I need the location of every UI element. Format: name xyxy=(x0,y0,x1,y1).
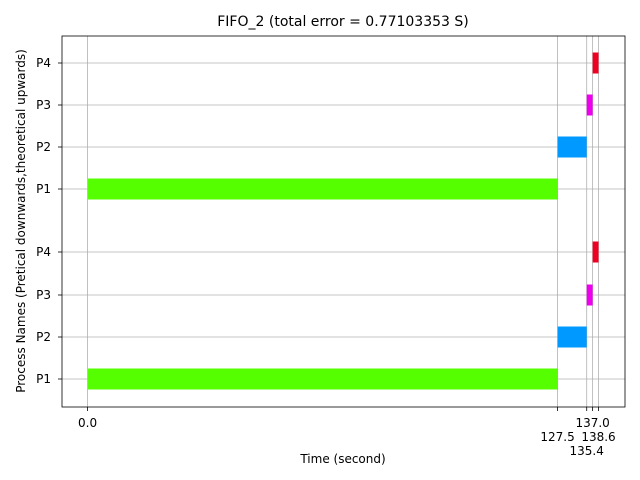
y-tick-label: P1 xyxy=(36,182,51,196)
x-tick-label: 137.0 xyxy=(575,416,609,430)
y-tick-label: P3 xyxy=(36,98,51,112)
bar-theoretical-p4 xyxy=(592,52,599,74)
x-axis-label: Time (second) xyxy=(299,452,385,466)
chart-title: FIFO_2 (total error = 0.77103353 S) xyxy=(217,14,468,30)
grid-layer xyxy=(62,36,625,407)
bar-theoretical-p3 xyxy=(586,94,593,116)
bar-practical-p3 xyxy=(586,284,593,306)
y-tick-label: P4 xyxy=(36,245,51,259)
bar-practical-p4 xyxy=(592,241,599,263)
y-tick-label: P1 xyxy=(36,372,51,386)
x-tick-label: 0.0 xyxy=(78,416,97,430)
bar-theoretical-p1 xyxy=(87,178,558,200)
y-axis-label: Process Names (Pretical downwards,theore… xyxy=(14,49,28,393)
bar-theoretical-p2 xyxy=(557,136,587,158)
bar-practical-p1 xyxy=(87,368,558,390)
x-tick-label: 138.6 xyxy=(581,430,615,444)
y-tick-label: P2 xyxy=(36,330,51,344)
y-tick-label: P3 xyxy=(36,288,51,302)
bar-practical-p2 xyxy=(557,326,587,348)
bars-layer xyxy=(87,52,599,390)
plot-frame xyxy=(61,35,626,408)
x-tick-label: 127.5 xyxy=(540,430,574,444)
x-tick-label: 135.4 xyxy=(570,444,604,458)
y-tick-label: P2 xyxy=(36,140,51,154)
y-tick-label: P4 xyxy=(36,56,51,70)
